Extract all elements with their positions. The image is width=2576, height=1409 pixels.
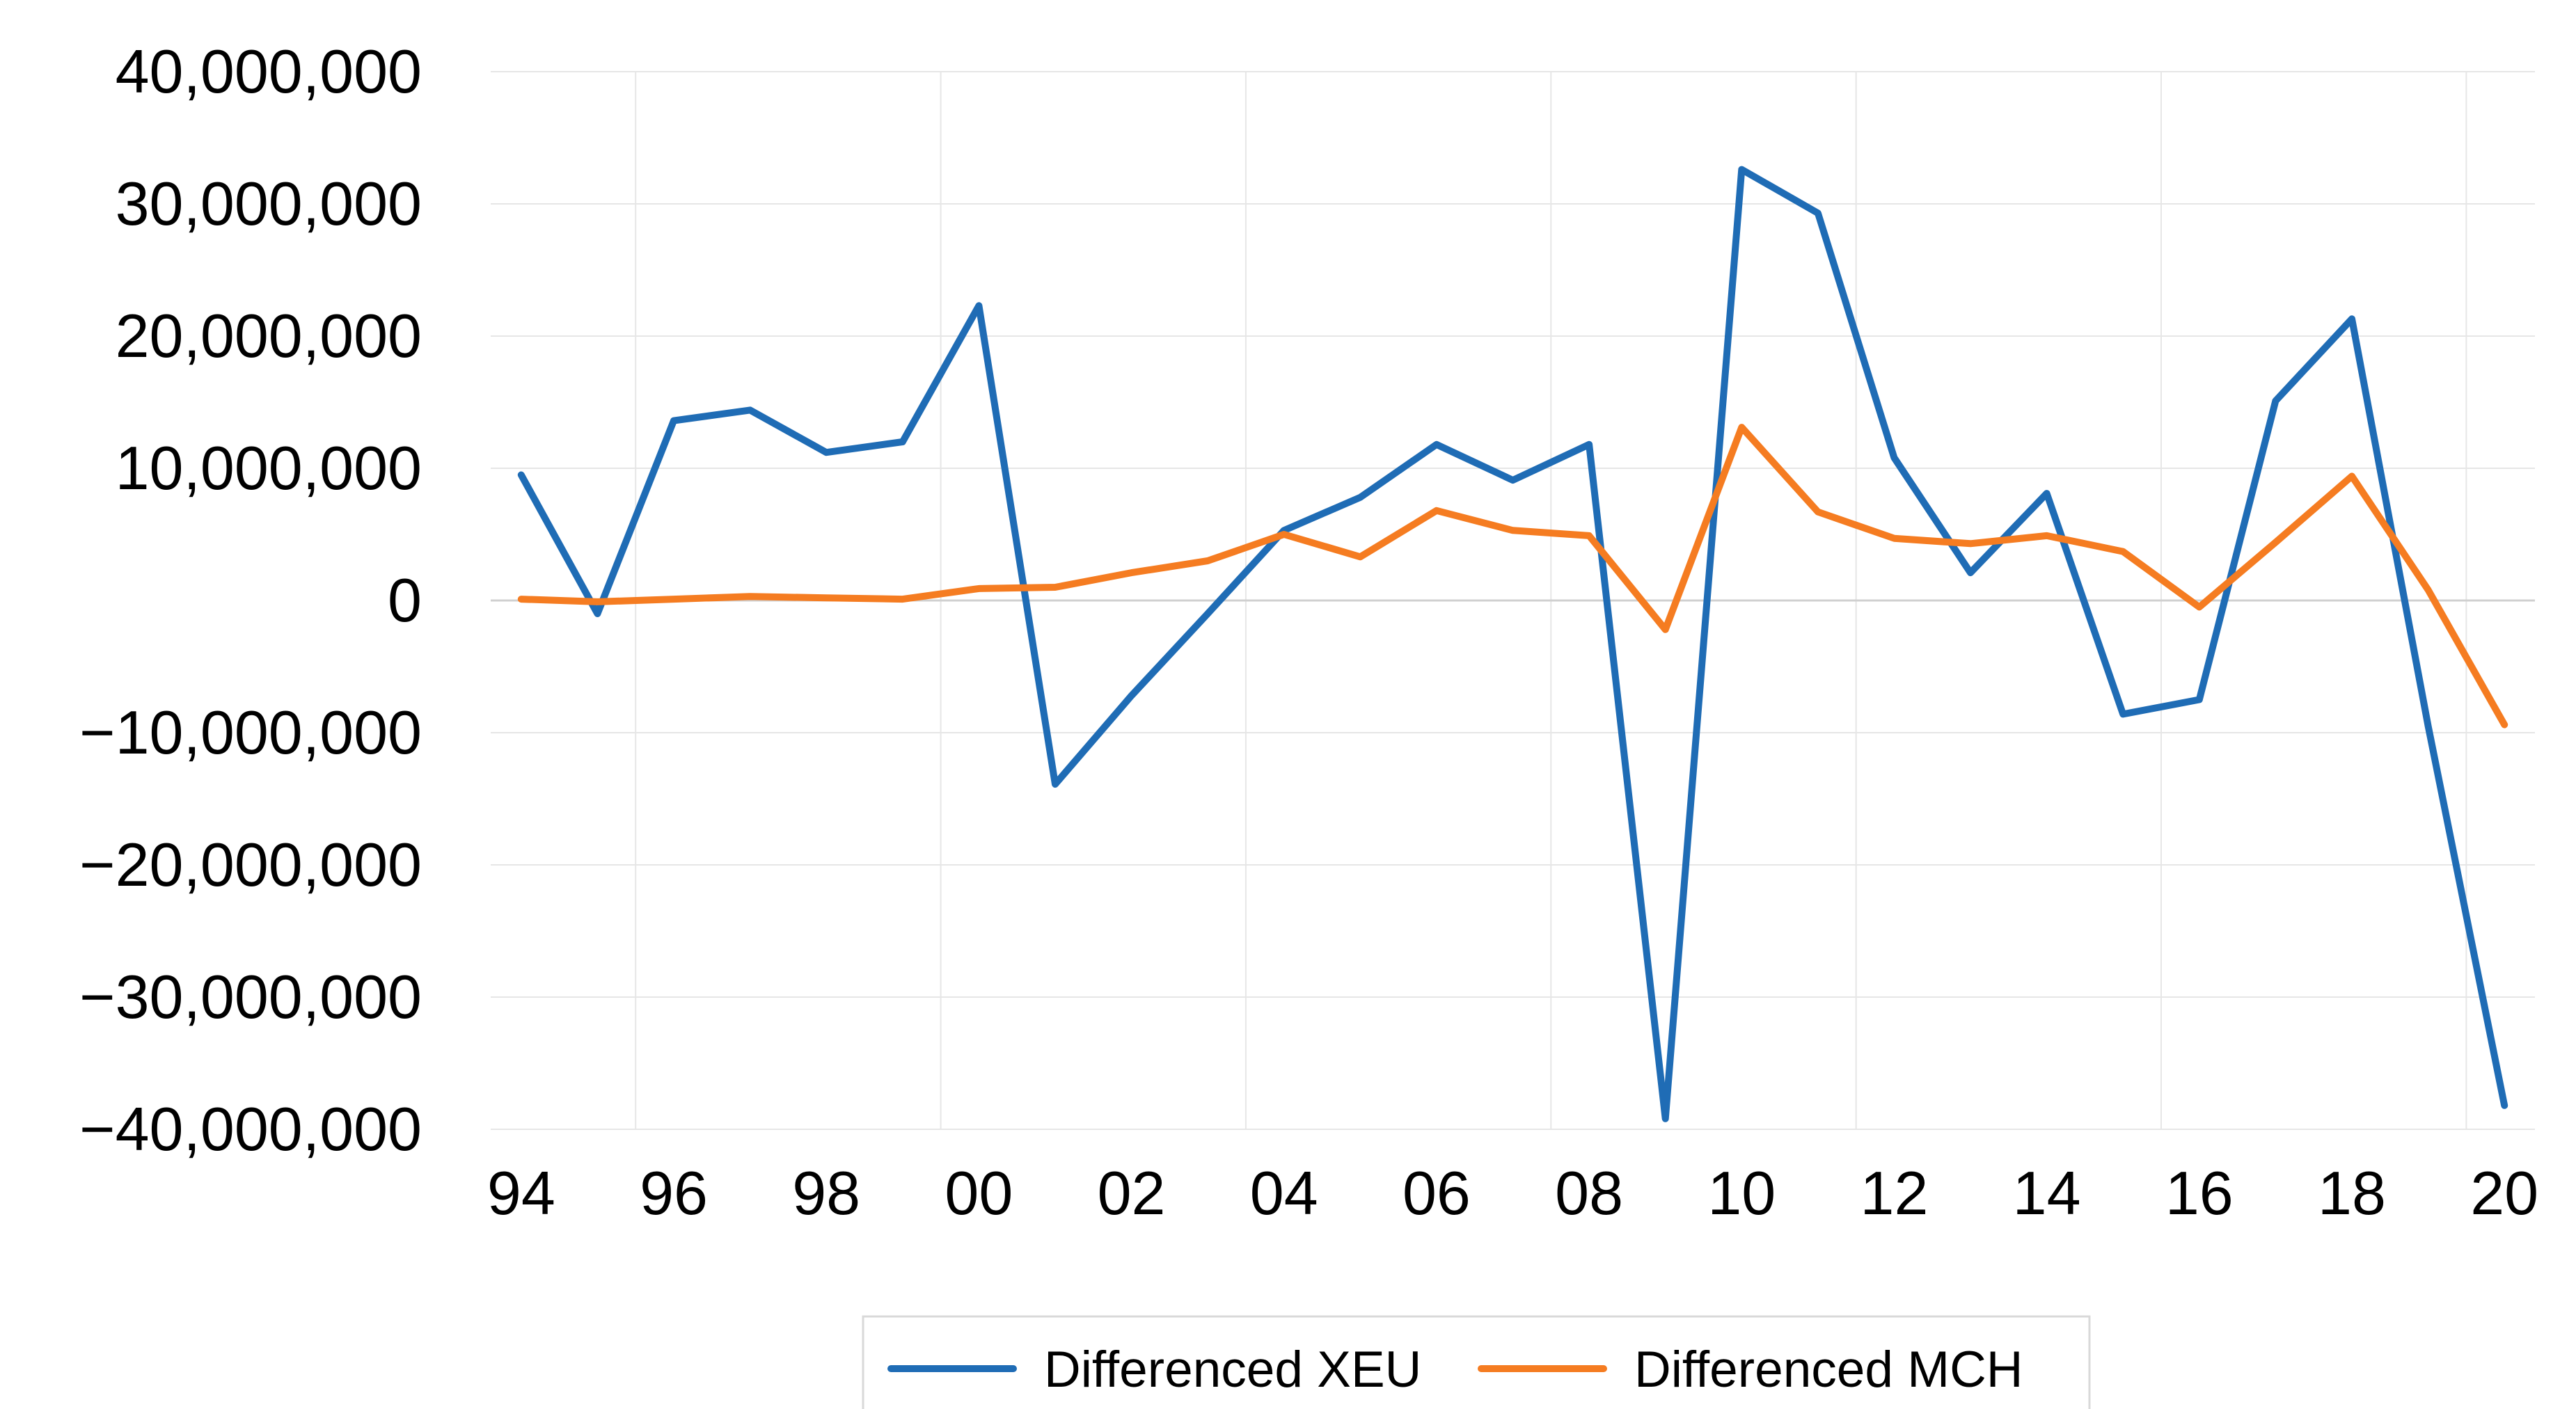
series-line-mch [517, 424, 2508, 729]
legend-box [862, 1315, 2091, 1409]
legend-label-mch: Differenced MCH [1634, 1342, 2023, 1398]
y-tick-label: −10,000,000 [79, 698, 422, 767]
y-tick-label: −20,000,000 [79, 830, 422, 899]
x-tick-label: 14 [2013, 1159, 2081, 1227]
legend: Differenced XEU Differenced MCH [862, 1315, 2091, 1409]
x-tick-label: 94 [487, 1159, 555, 1227]
y-axis-tick-labels: 40,000,000 30,000,000 20,000,000 10,000,000… [79, 37, 422, 1163]
x-tick-label: 08 [1555, 1159, 1623, 1227]
x-tick-label: 96 [640, 1159, 708, 1227]
x-tick-label: 02 [1098, 1159, 1166, 1227]
x-tick-label: 20 [2470, 1159, 2538, 1227]
series-line-xeu [517, 166, 2508, 1122]
y-tick-label: −40,000,000 [79, 1094, 422, 1163]
y-tick-label: 10,000,000 [116, 433, 422, 502]
legend-label-xeu: Differenced XEU [1044, 1342, 1421, 1398]
series-layer [517, 166, 2508, 1122]
x-tick-label: 00 [945, 1159, 1013, 1227]
x-tick-label: 06 [1402, 1159, 1471, 1227]
x-tick-label: 04 [1250, 1159, 1318, 1227]
x-tick-label: 12 [1860, 1159, 1929, 1227]
y-tick-label: 30,000,000 [116, 169, 422, 238]
y-tick-label: 0 [388, 566, 422, 635]
y-tick-label: 40,000,000 [116, 37, 422, 106]
x-tick-label: 18 [2318, 1159, 2386, 1227]
x-tick-label: 10 [1707, 1159, 1776, 1227]
x-tick-label: 16 [2165, 1159, 2234, 1227]
x-axis-tick-labels: 94 96 98 00 02 04 06 08 10 12 14 16 18 20 [487, 1159, 2538, 1227]
y-tick-label: −30,000,000 [79, 962, 422, 1031]
x-tick-label: 98 [792, 1159, 860, 1227]
y-tick-label: 20,000,000 [116, 301, 422, 370]
